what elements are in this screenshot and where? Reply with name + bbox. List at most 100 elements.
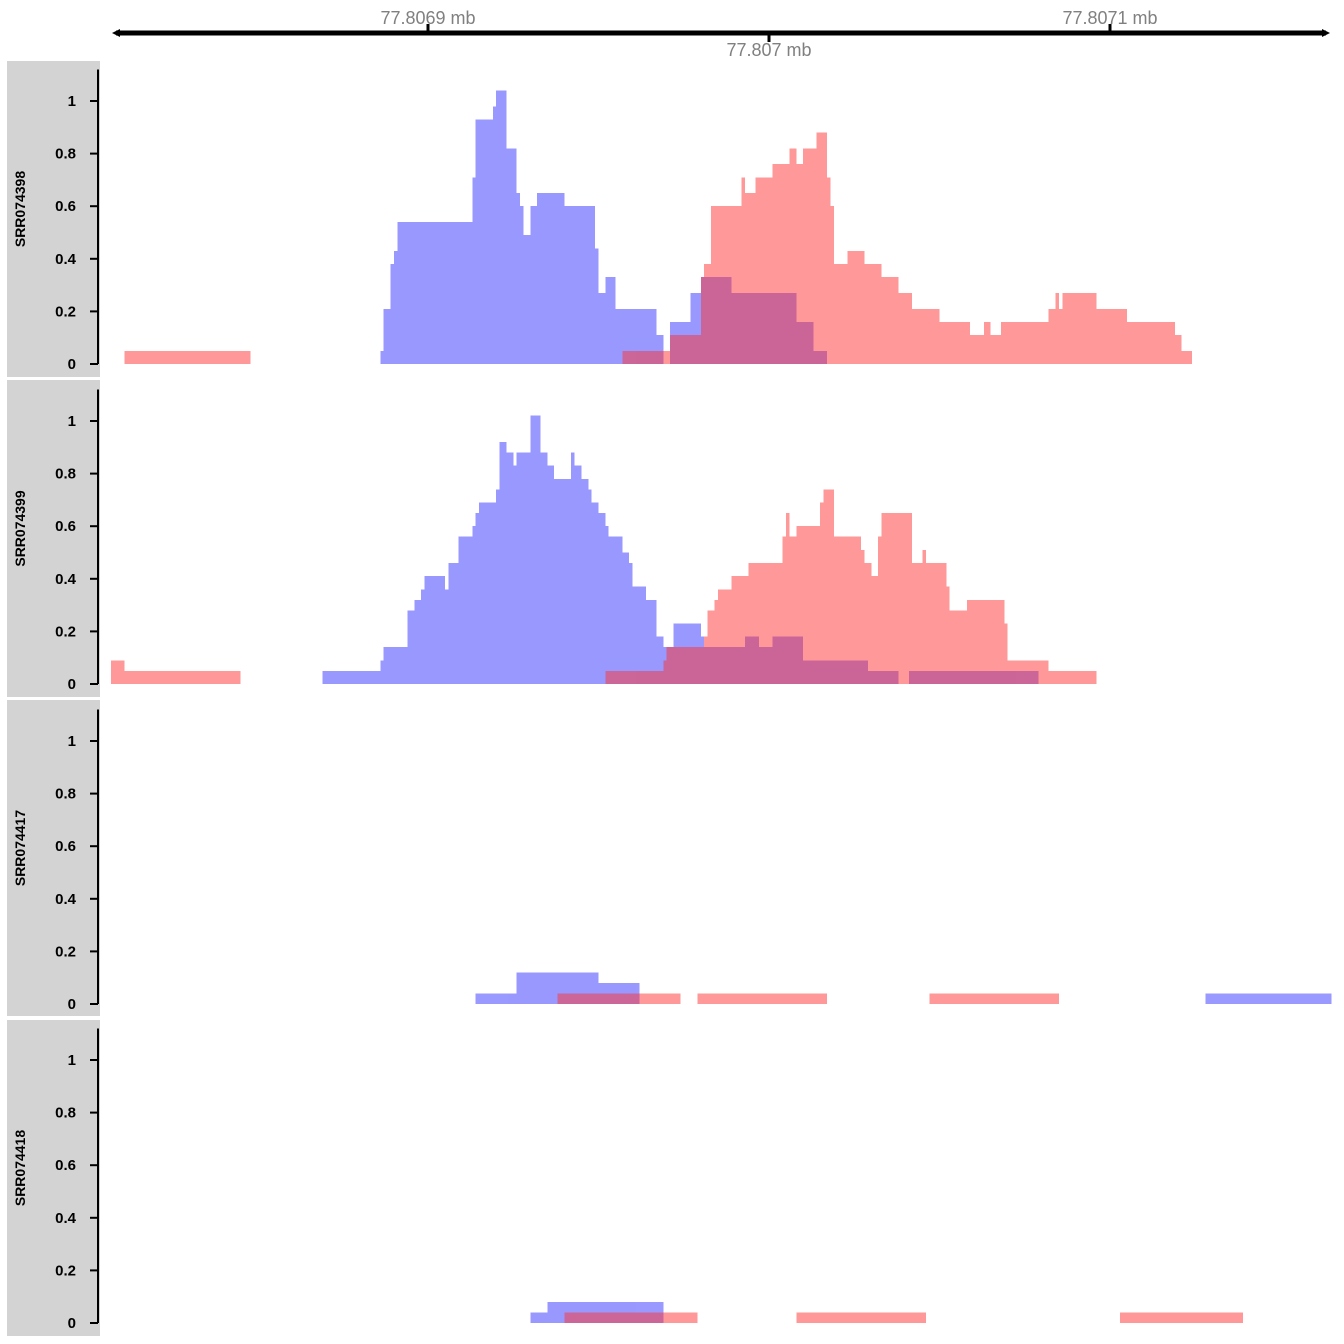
- coverage-bar: [912, 308, 940, 364]
- coverage-bar: [1000, 321, 1049, 364]
- coverage-bar: [322, 670, 381, 684]
- y-tick-label: 0.2: [55, 303, 76, 320]
- y-tick-label: 0.8: [55, 1105, 76, 1122]
- y-tick-label: 0: [68, 676, 76, 693]
- coverage-bar: [717, 589, 732, 684]
- coverage-bar: [871, 576, 879, 684]
- coverage-bar: [820, 502, 824, 684]
- coverage-bar: [656, 335, 664, 364]
- coverage-bar: [925, 563, 947, 684]
- coverage-bar: [786, 513, 790, 684]
- coverage-bar: [632, 586, 647, 684]
- coverage-bar: [1174, 335, 1182, 364]
- coverage-bar: [520, 206, 524, 364]
- coverage-bar: [537, 193, 565, 364]
- genome-axis: 77.8069 mb 77.807 mb 77.8071 mb: [112, 8, 1330, 60]
- y-tick-label: 0.2: [55, 623, 76, 640]
- coverage-bar: [830, 206, 834, 364]
- coverage-bar: [380, 660, 384, 684]
- coverage-bar: [608, 536, 623, 684]
- track-title-panel: [7, 61, 100, 377]
- coverage-bar: [707, 610, 715, 684]
- y-tick-label: 0: [68, 996, 76, 1013]
- coverage-bar: [458, 536, 473, 684]
- coverage-bar: [390, 264, 394, 364]
- coverage-bar: [1181, 350, 1192, 364]
- coverage-bar: [397, 221, 473, 364]
- y-tick-label: 1: [68, 733, 76, 750]
- coverage-series-2: [110, 489, 1097, 684]
- track-SRR074418: SRR074418 0 0.2 0.4 0.6 0.8 1: [7, 1020, 1243, 1336]
- coverage-bar: [697, 993, 827, 1004]
- coverage-series-2: [564, 1312, 1243, 1323]
- coverage-bar: [472, 177, 476, 364]
- coverage-bar: [1120, 1312, 1243, 1323]
- coverage-bar: [796, 1312, 926, 1323]
- y-tick-label: 1: [68, 93, 76, 110]
- coverage-bar: [383, 308, 391, 364]
- coverage-bar: [605, 670, 664, 684]
- track-SRR074417: SRR074417 0 0.2 0.4 0.6 0.8 1: [7, 700, 1332, 1016]
- coverage-bar: [516, 193, 521, 364]
- coverage-bar: [564, 206, 596, 364]
- coverage-bar: [666, 647, 705, 684]
- coverage-bar: [1062, 292, 1097, 364]
- coverage-bar: [966, 599, 1005, 684]
- coverage-bar: [772, 164, 790, 364]
- coverage-bar: [864, 563, 872, 684]
- y-tick-label: 0: [68, 356, 76, 373]
- y-tick-label: 0.4: [55, 1210, 77, 1227]
- coverage-bar: [407, 610, 415, 684]
- coverage-bar: [1007, 660, 1049, 684]
- coverage-bar: [983, 321, 991, 364]
- coverage-bar: [922, 549, 926, 684]
- y-tick-label: 0.4: [55, 891, 77, 908]
- y-tick-label: 0.6: [55, 838, 76, 855]
- coverage-bar: [523, 235, 531, 364]
- y-tick-label: 0.4: [55, 571, 77, 588]
- coverage-bar: [789, 148, 797, 364]
- coverage-bar: [656, 636, 664, 684]
- coverage-bar: [663, 660, 667, 684]
- coverage-bar: [1055, 292, 1059, 364]
- coverage-bar: [540, 452, 548, 684]
- y-tick-label: 0.4: [55, 251, 77, 268]
- coverage-bar: [492, 106, 497, 364]
- coverage-bar: [1004, 623, 1008, 684]
- coverage-series-2: [124, 132, 1192, 364]
- coverage-bar: [833, 264, 848, 364]
- axis-tick-label: 77.8071 mb: [1062, 8, 1157, 28]
- coverage-bar: [949, 610, 967, 684]
- coverage-bar: [1048, 308, 1056, 364]
- coverage-bar: [881, 513, 913, 684]
- coverage-bar: [789, 536, 797, 684]
- coverage-bar: [714, 599, 718, 684]
- coverage-bar: [472, 526, 476, 684]
- coverage-bar: [629, 563, 633, 684]
- coverage-bar: [745, 193, 756, 364]
- coverage-bar: [622, 350, 671, 364]
- axis-tick-label: 77.807 mb: [726, 40, 811, 60]
- coverage-bar: [393, 250, 398, 364]
- tracks: SRR074398 0 0.2 0.4 0.6 0.8 1 SRR074399 0 0.2 0.4 0…: [7, 61, 1332, 1336]
- coverage-bar: [939, 321, 971, 364]
- coverage-bar: [1058, 308, 1063, 364]
- coverage-bar: [571, 452, 575, 684]
- coverage-bar: [588, 489, 592, 684]
- coverage-bar: [782, 536, 787, 684]
- y-tick-label: 0.2: [55, 943, 76, 960]
- coverage-bar: [970, 335, 984, 364]
- coverage-bar: [380, 350, 384, 364]
- coverage-bar: [861, 549, 865, 684]
- coverage-bar: [110, 660, 125, 684]
- coverage-bar: [605, 277, 616, 364]
- coverage-bar: [554, 478, 572, 684]
- coverage-bar: [670, 335, 701, 364]
- coverage-bar: [803, 148, 817, 364]
- coverage-bar: [881, 277, 899, 364]
- coverage-bar: [755, 177, 773, 364]
- coverage-bar: [499, 442, 507, 684]
- track-SRR074399: SRR074399 0 0.2 0.4 0.6 0.8 1: [7, 380, 1097, 697]
- coverage-bar: [898, 292, 913, 364]
- coverage-bar: [516, 452, 531, 684]
